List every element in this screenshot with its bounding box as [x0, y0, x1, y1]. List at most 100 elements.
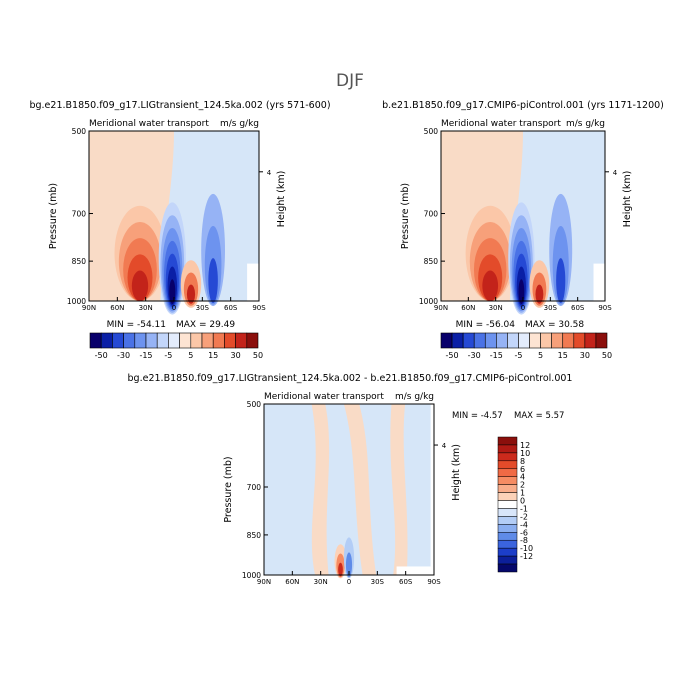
colorbar-swatch [235, 332, 248, 349]
colorbar-swatch [497, 563, 518, 573]
x-tick-label: 60N [285, 578, 299, 586]
positive-contour [338, 562, 343, 577]
min-label: MIN = -56.04 [456, 320, 516, 330]
colorbar-swatch [112, 332, 124, 349]
colorbar-label: 0 [520, 497, 525, 506]
y-tick-label: 850 [247, 531, 262, 540]
colorbar-swatch [473, 332, 486, 349]
panel-units: m/s g/kg [395, 392, 434, 402]
max-label: MAX = 29.49 [176, 320, 235, 330]
colorbar-swatch [134, 332, 147, 349]
colorbar-label: 50 [602, 351, 612, 360]
x-tick-label: 90N [434, 304, 448, 312]
colorbar-swatch [497, 547, 518, 557]
y-tick-label: 500 [424, 127, 439, 136]
panel-subtitle: Meridional water transport [441, 119, 561, 129]
positive-contour [131, 270, 149, 301]
panel-1: bg.e21.B1850.f09_g17.LIGtransient_124.5k… [29, 100, 330, 360]
colorbar-label: 30 [580, 351, 590, 360]
panel-units: m/s g/kg [566, 119, 605, 129]
negative-contour [556, 258, 566, 304]
colorbar-label: 4 [520, 473, 525, 482]
colorbar-label: 8 [520, 457, 525, 466]
colorbar-label: 50 [253, 351, 263, 360]
positive-region [311, 404, 330, 575]
colorbar-label: -5 [164, 351, 172, 360]
colorbar-swatch [562, 332, 575, 349]
missing-data [593, 263, 605, 301]
colorbar-label: 5 [188, 351, 193, 360]
x-tick-label: 90N [257, 578, 271, 586]
colorbar-label: 2 [520, 481, 525, 490]
x-tick-label: 0 [347, 578, 351, 586]
y-axis-label: Pressure (mb) [48, 183, 59, 249]
colorbar-label: -15 [490, 351, 503, 360]
x-tick-label: 90S [252, 304, 266, 312]
panel-subtitle: Meridional water transport [89, 119, 209, 129]
colorbar-label: 15 [558, 351, 568, 360]
panel-subtitle: Meridional water transport [264, 392, 384, 402]
y-tick-label: 1000 [419, 297, 438, 306]
max-label: MAX = 5.57 [514, 411, 564, 421]
positive-contour [535, 284, 544, 304]
x-tick-label: 30S [371, 578, 385, 586]
positive-region [343, 404, 377, 575]
missing-data [430, 404, 434, 567]
colorbar-label: 6 [520, 465, 525, 474]
colorbar-swatch [551, 332, 564, 349]
colorbar-label: 30 [231, 351, 241, 360]
colorbar-swatch [201, 332, 214, 349]
x-tick-label: 0 [521, 304, 525, 312]
x-tick-label: 90N [82, 304, 96, 312]
colorbar-swatch [246, 332, 259, 349]
y2-axis-label: Height (km) [622, 171, 633, 228]
x-tick-label: 60N [110, 304, 124, 312]
y2-axis-label: Height (km) [451, 444, 462, 501]
x-tick-label: 60S [399, 578, 413, 586]
colorbar-swatch [573, 332, 586, 349]
positive-contour [186, 284, 196, 304]
colorbar-swatch [497, 436, 518, 446]
colorbar-swatch [496, 332, 508, 349]
colorbar-label: -10 [520, 544, 533, 553]
colorbar-label: -2 [520, 512, 528, 521]
missing-data [247, 263, 259, 301]
x-tick-label: 90S [427, 578, 441, 586]
y2-tick-label: 4 [613, 169, 618, 177]
x-tick-label: 90S [598, 304, 612, 312]
panel-title: b.e21.B1850.f09_g17.CMIP6-piControl.001 … [382, 100, 664, 111]
page-title: DJF [336, 71, 364, 91]
colorbar-swatch [507, 332, 519, 349]
colorbar-label: 5 [538, 351, 543, 360]
colorbar-swatch [497, 444, 518, 454]
colorbar-swatch [484, 332, 497, 349]
colorbar-swatch [497, 524, 518, 533]
panels-group: bg.e21.B1850.f09_g17.LIGtransient_124.5k… [29, 100, 663, 586]
y-tick-label: 700 [424, 210, 439, 219]
panel-title: bg.e21.B1850.f09_g17.LIGtransient_124.5k… [29, 100, 330, 111]
panel-units: m/s g/kg [220, 119, 259, 129]
colorbar-label: 1 [520, 489, 525, 498]
y-tick-label: 1000 [67, 297, 86, 306]
colorbar-label: 12 [520, 441, 530, 450]
y2-tick-label: 4 [267, 169, 272, 177]
colorbar-swatch [497, 555, 518, 565]
negative-contour [208, 258, 218, 304]
colorbar-label: 10 [520, 449, 530, 458]
panel-2: b.e21.B1850.f09_g17.CMIP6-piControl.001 … [382, 100, 664, 360]
negative-contour [345, 552, 353, 578]
colorbar-swatch [100, 332, 113, 349]
colorbar-swatch [224, 332, 236, 349]
colorbar-label: 15 [208, 351, 218, 360]
x-tick-label: 60N [461, 304, 475, 312]
colorbar-swatch [540, 332, 552, 349]
colorbar-label: -8 [520, 536, 528, 545]
colorbar-label: -1 [520, 504, 528, 513]
colorbar-swatch [497, 452, 518, 462]
max-label: MAX = 30.58 [525, 320, 584, 330]
colorbar-label: -6 [520, 528, 528, 537]
colorbar-label: -4 [520, 520, 528, 529]
y-tick-label: 700 [247, 483, 262, 492]
y-tick-label: 1000 [242, 571, 261, 580]
